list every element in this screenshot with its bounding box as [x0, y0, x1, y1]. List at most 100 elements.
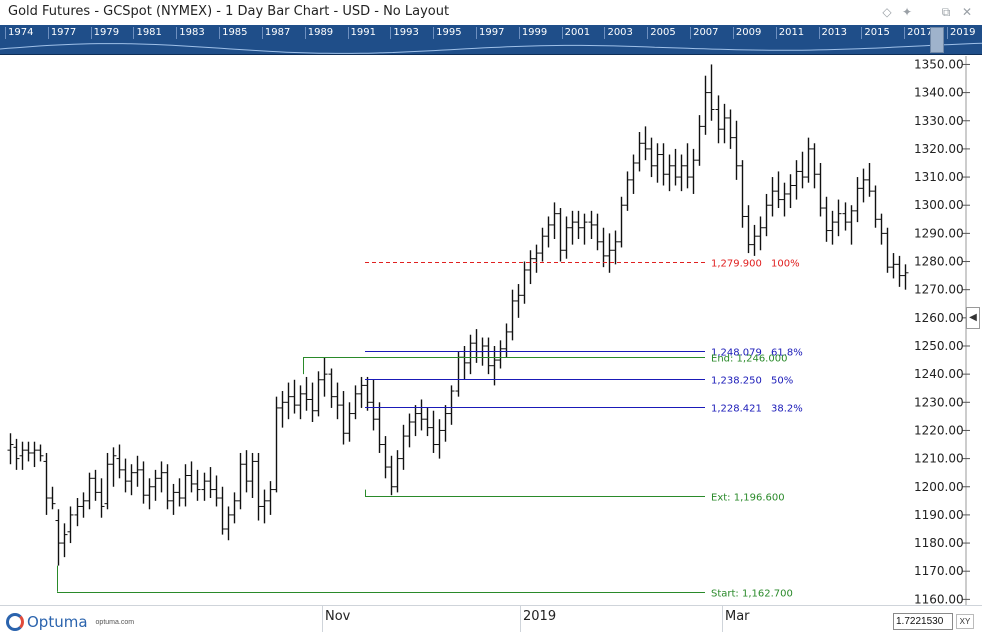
price-tick-label: 1220.00	[914, 423, 964, 437]
xy-toggle-button[interactable]: XY	[956, 614, 974, 629]
navigator-tick	[390, 27, 392, 39]
price-bar	[334, 382, 341, 420]
price-bar	[315, 371, 322, 417]
navigator-tick	[433, 27, 435, 39]
projection-marker-label: Ext: 1,196.600	[711, 493, 785, 504]
price-bar	[61, 523, 68, 558]
navigator-year-label: 1995	[436, 27, 462, 38]
fib-level-percent: 61.8%	[771, 348, 803, 359]
chart-plot-area[interactable]: 1160.00 1170.00 1180.00 1190.00 1200.00 1210.…	[0, 56, 982, 605]
price-bar	[872, 185, 879, 228]
price-bar	[860, 168, 867, 203]
navigator-year-label: 2001	[564, 27, 591, 38]
price-bar	[152, 469, 159, 501]
price-bar	[273, 396, 280, 493]
navigator-tick	[304, 27, 306, 39]
projection-marker-label: End: 1,246.000	[711, 354, 787, 365]
navigator-tick	[47, 27, 49, 39]
navigator-tick	[732, 27, 734, 39]
price-bar	[116, 444, 123, 479]
price-bar	[678, 154, 685, 192]
close-icon[interactable]: ✕	[961, 5, 973, 19]
price-tick-label: 1210.00	[914, 452, 964, 466]
price-bar	[219, 486, 226, 535]
navigator-handle[interactable]	[930, 27, 944, 53]
price-bar	[533, 244, 540, 273]
price-bar	[194, 469, 201, 501]
price-bar	[684, 143, 691, 189]
price-bar	[666, 154, 673, 192]
price-bar	[690, 148, 697, 194]
logo-text: Optuma	[27, 613, 88, 631]
price-bar	[291, 379, 298, 414]
navigator-tick	[518, 27, 520, 39]
navigator-tick	[561, 27, 563, 39]
price-bar	[485, 337, 492, 375]
navigator-tick	[861, 27, 863, 39]
collapse-panel-arrow-icon[interactable]: ◀	[966, 307, 980, 329]
price-bar	[672, 148, 679, 186]
price-bar	[575, 210, 582, 239]
navigator-sparkline	[0, 42, 982, 54]
price-bar	[890, 253, 897, 279]
price-bar	[340, 391, 347, 445]
price-tick-label: 1190.00	[914, 508, 964, 522]
time-label-2019: 2019	[523, 609, 557, 624]
price-bar	[140, 461, 147, 504]
navigator-tick	[604, 27, 606, 39]
price-bar	[255, 452, 262, 521]
logo-url: optuma.com	[95, 618, 135, 626]
price-bar	[400, 424, 407, 470]
price-bar	[98, 478, 105, 518]
price-bar	[569, 210, 576, 245]
price-bar	[285, 382, 292, 420]
price-bar	[231, 492, 238, 524]
price-bar	[430, 410, 437, 453]
price-tick-label: 1230.00	[914, 395, 964, 409]
restore-icon[interactable]: ⧉	[941, 5, 951, 19]
price-bar	[757, 216, 764, 251]
price-bar	[448, 385, 455, 425]
price-bar	[527, 250, 534, 285]
navigator-year-label: 1977	[50, 27, 77, 38]
navigator-year-label: 2017	[907, 27, 933, 38]
navigator-tick	[476, 27, 477, 39]
price-bar	[624, 171, 631, 211]
navigator-year-label: 1993	[393, 27, 419, 38]
price-bar	[424, 407, 431, 437]
price-bar	[122, 458, 129, 493]
price-bar	[188, 461, 195, 493]
price-bar	[521, 261, 528, 304]
navigator-tick	[219, 27, 221, 39]
price-bar	[225, 506, 232, 541]
time-tick	[322, 606, 323, 632]
time-tick	[520, 606, 521, 632]
navigator-year-label: 1979	[93, 27, 120, 38]
price-bar	[503, 323, 510, 358]
price-bar	[80, 492, 87, 518]
price-bar	[848, 205, 855, 245]
price-bar	[436, 419, 443, 459]
crosshair-value-field[interactable]: 1.7221530	[893, 613, 953, 630]
price-bar	[854, 177, 861, 223]
price-bar	[763, 193, 770, 237]
navigator-tick	[5, 27, 6, 39]
timeline-navigator[interactable]: 1974 1977 1979 1981 1983 1985 1987 1989 1991 1993…	[0, 25, 982, 55]
price-bar	[346, 402, 353, 442]
price-bar	[581, 213, 588, 245]
navigator-tick	[261, 27, 263, 39]
price-bar	[303, 376, 310, 411]
pin-icon[interactable]: ✦	[901, 5, 913, 19]
price-tick-label: 1350.00	[914, 57, 964, 71]
price-bar	[612, 230, 619, 265]
navigator-tick	[133, 27, 135, 39]
price-bar	[594, 213, 601, 251]
price-bar	[733, 120, 740, 180]
price-bar	[382, 436, 389, 479]
window-titlebar: Gold Futures - GCSpot (NYMEX) - 1 Day Ba…	[0, 0, 982, 25]
price-bar	[515, 284, 522, 318]
price-bar	[261, 489, 268, 524]
price-bar	[43, 452, 50, 515]
price-bar	[721, 103, 728, 144]
diamond-icon[interactable]: ◇	[882, 5, 892, 19]
